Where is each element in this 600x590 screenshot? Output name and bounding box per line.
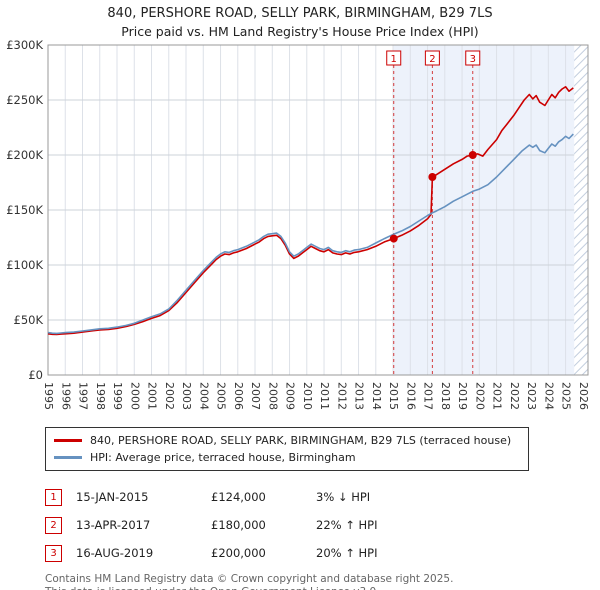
table-row: 2 13-APR-2017 £180,000 22% ↑ HPI	[45, 511, 600, 539]
svg-text:£150K: £150K	[6, 203, 43, 217]
price-chart: £0 £50K £100K £150K £200K £250K £300K 1 2 3 1995 19…	[0, 38, 600, 425]
svg-text:2011: 2011	[318, 382, 331, 410]
attribution-line1: Contains HM Land Registry data © Crown c…	[45, 573, 454, 585]
svg-text:2024: 2024	[542, 382, 555, 410]
table-row: 1 15-JAN-2015 £124,000 3% ↓ HPI	[45, 483, 600, 511]
svg-text:2008: 2008	[266, 382, 279, 410]
transaction-hpi-delta: 22% ↑ HPI	[316, 518, 378, 532]
svg-text:1996: 1996	[59, 382, 72, 410]
legend-label-hpi: HPI: Average price, terraced house, Birm…	[90, 451, 356, 464]
transaction-date: 15-JAN-2015	[76, 490, 149, 504]
svg-text:2025: 2025	[560, 382, 573, 410]
svg-text:1997: 1997	[77, 382, 90, 410]
attribution-footer: Contains HM Land Registry data © Crown c…	[45, 573, 600, 590]
svg-text:£250K: £250K	[6, 93, 43, 107]
svg-text:1999: 1999	[111, 382, 124, 410]
transaction-hpi-delta: 20% ↑ HPI	[316, 546, 378, 560]
svg-text:2018: 2018	[439, 382, 452, 410]
transaction-date: 16-AUG-2019	[76, 546, 154, 560]
svg-text:£50K: £50K	[14, 313, 44, 327]
svg-text:2010: 2010	[301, 382, 314, 410]
legend-item-property: 840, PERSHORE ROAD, SELLY PARK, BIRMINGH…	[54, 432, 520, 449]
transaction-price: £180,000	[211, 518, 266, 532]
transaction-price: £124,000	[211, 490, 266, 504]
page-subtitle: Price paid vs. HM Land Registry's House …	[121, 24, 479, 39]
transaction-price: £200,000	[211, 546, 266, 560]
svg-text:2001: 2001	[146, 382, 159, 410]
svg-text:2002: 2002	[163, 382, 176, 410]
svg-text:2009: 2009	[284, 382, 297, 410]
svg-text:2012: 2012	[335, 382, 348, 410]
svg-text:£100K: £100K	[6, 258, 43, 272]
svg-text:1995: 1995	[42, 382, 55, 410]
svg-text:2026: 2026	[577, 382, 590, 410]
svg-text:2007: 2007	[249, 382, 262, 410]
chart-header: 840, PERSHORE ROAD, SELLY PARK, BIRMINGH…	[0, 0, 600, 40]
legend-label-property: 840, PERSHORE ROAD, SELLY PARK, BIRMINGH…	[90, 434, 512, 447]
svg-text:£300K: £300K	[6, 40, 43, 52]
svg-text:2019: 2019	[456, 382, 469, 410]
svg-text:2016: 2016	[404, 382, 417, 410]
legend-item-hpi: HPI: Average price, terraced house, Birm…	[54, 449, 520, 466]
svg-text:2006: 2006	[232, 382, 245, 410]
svg-text:2005: 2005	[215, 382, 228, 410]
svg-text:2000: 2000	[128, 382, 141, 410]
svg-text:2004: 2004	[197, 382, 210, 410]
svg-text:1998: 1998	[94, 382, 107, 410]
svg-text:2014: 2014	[370, 382, 383, 410]
svg-text:2: 2	[429, 54, 435, 65]
svg-text:2023: 2023	[525, 382, 538, 410]
svg-text:2017: 2017	[422, 382, 435, 410]
transaction-table: 1 15-JAN-2015 £124,000 3% ↓ HPI 2 13-APR…	[45, 483, 600, 567]
svg-text:£200K: £200K	[6, 148, 43, 162]
svg-text:1: 1	[391, 54, 397, 65]
svg-text:2022: 2022	[508, 382, 521, 410]
svg-text:2015: 2015	[387, 382, 400, 410]
transaction-date: 13-APR-2017	[76, 518, 151, 532]
svg-text:2003: 2003	[180, 382, 193, 410]
svg-text:£0: £0	[28, 368, 43, 382]
transaction-marker-badge: 2	[45, 516, 62, 534]
hpi-line-swatch	[54, 456, 82, 459]
svg-text:3: 3	[470, 54, 476, 65]
chart-legend: 840, PERSHORE ROAD, SELLY PARK, BIRMINGH…	[45, 427, 529, 471]
price-chart-svg: £0 £50K £100K £150K £200K £250K £300K 1 2 3 1995 19…	[6, 38, 590, 410]
property-line-swatch	[54, 439, 82, 442]
svg-text:2013: 2013	[353, 382, 366, 410]
transaction-marker-badge: 3	[45, 544, 62, 562]
svg-text:2021: 2021	[491, 382, 504, 410]
attribution-line2: This data is licensed under the Open Gov…	[45, 586, 600, 590]
page-title: 840, PERSHORE ROAD, SELLY PARK, BIRMINGH…	[107, 6, 493, 21]
table-row: 3 16-AUG-2019 £200,000 20% ↑ HPI	[45, 539, 600, 567]
svg-text:2020: 2020	[473, 382, 486, 410]
transaction-hpi-delta: 3% ↓ HPI	[316, 490, 371, 504]
transaction-marker-badge: 1	[45, 488, 62, 506]
